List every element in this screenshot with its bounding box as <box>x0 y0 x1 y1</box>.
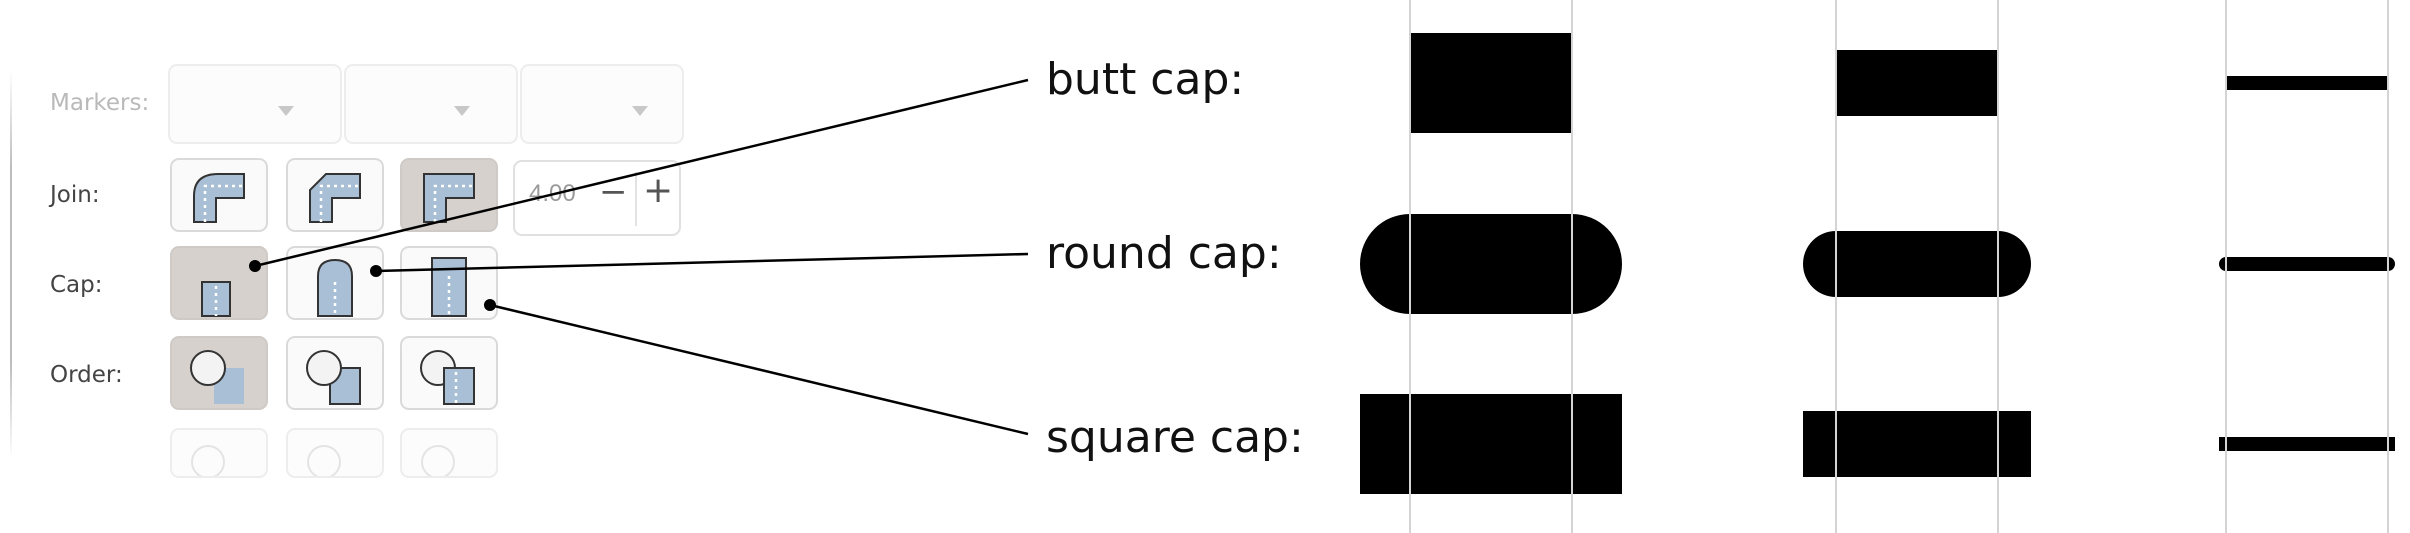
cap-label: Cap: <box>50 272 103 298</box>
round-join-icon <box>193 173 245 223</box>
fill-stroke-markers-icon <box>420 350 475 405</box>
markers-stroke-fill-icon <box>190 350 244 404</box>
order-label: Order: <box>50 362 123 388</box>
round-cap-callout: round cap: <box>1046 228 1282 279</box>
extra-option-button-2[interactable] <box>286 428 384 478</box>
extra-option-button-3[interactable] <box>400 428 498 478</box>
round-join-button[interactable] <box>170 158 268 232</box>
join-label: Join: <box>50 182 100 208</box>
square-cap-callout: square cap: <box>1046 412 1304 463</box>
order-markers-stroke-fill-button[interactable] <box>170 336 268 410</box>
butt-cap-callout: butt cap: <box>1046 54 1245 105</box>
order-stroke-markers-fill-button[interactable] <box>286 336 384 410</box>
order-fill-stroke-markers-button[interactable] <box>400 336 498 410</box>
extra-option-button-1[interactable] <box>170 428 268 478</box>
butt-cap-icon <box>201 281 231 317</box>
stroke-markers-fill-icon <box>306 350 361 405</box>
butt-cap-button[interactable] <box>170 246 268 320</box>
panel-border <box>10 70 12 460</box>
markers-label: Markers: <box>50 90 150 116</box>
round-cap-icon <box>317 258 353 317</box>
